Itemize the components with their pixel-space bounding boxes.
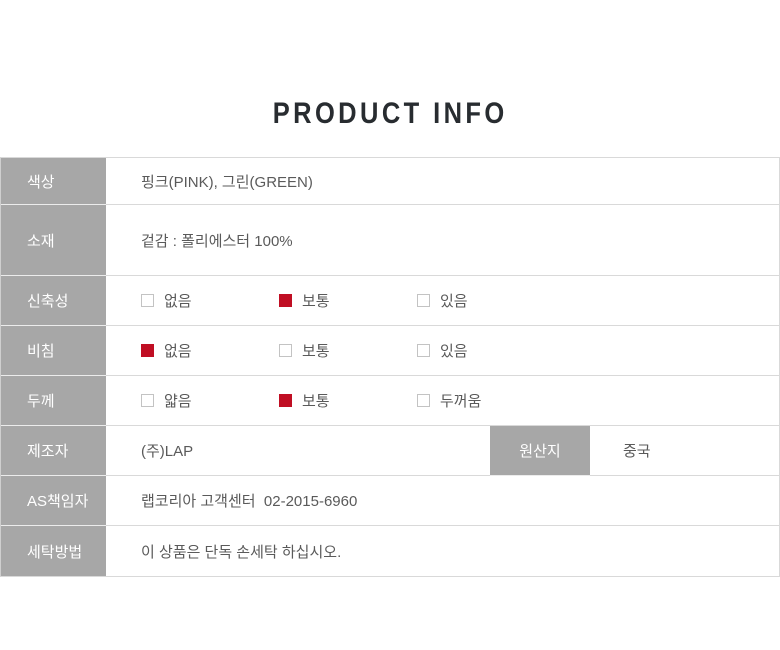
option-thickness-thin: 얇음 [141, 390, 279, 411]
checkbox-icon [141, 294, 154, 307]
table-row-elasticity: 신축성 없음 보통 있음 [1, 276, 779, 326]
option-label: 없음 [164, 343, 192, 360]
row-value-sheerness: 없음 보통 있음 [106, 326, 779, 376]
row-label-origin: 원산지 [490, 426, 590, 476]
row-value-elasticity: 없음 보통 있음 [106, 276, 779, 326]
table-row-thickness: 두께 얇음 보통 두꺼움 [1, 376, 779, 426]
row-label-elasticity: 신축성 [1, 276, 106, 326]
row-label-sheerness: 비침 [1, 326, 106, 376]
option-sheerness-yes: 있음 [417, 340, 468, 361]
option-elasticity-yes: 있음 [417, 290, 468, 311]
option-sheerness-none: 없음 [141, 340, 279, 361]
table-row-material: 소재 겉감 : 폴리에스터 100% [1, 205, 779, 276]
checkbox-icon [417, 344, 430, 357]
checkbox-icon [417, 394, 430, 407]
row-label-as-manager: AS책임자 [1, 476, 106, 526]
table-row-as-manager: AS책임자 랩코리아 고객센터 02-2015-6960 [1, 476, 779, 526]
option-label: 보통 [302, 343, 330, 360]
checkbox-icon [141, 394, 154, 407]
checkbox-icon [279, 394, 292, 407]
option-label: 얇음 [164, 393, 192, 410]
row-value-thickness: 얇음 보통 두꺼움 [106, 376, 779, 426]
row-label-material: 소재 [1, 205, 106, 276]
row-label-thickness: 두께 [1, 376, 106, 426]
row-value-color: 핑크(PINK), 그린(GREEN) [106, 158, 779, 205]
table-row-washing: 세탁방법 이 상품은 단독 손세탁 하십시오. [1, 526, 779, 576]
title-container: PRODUCT INFO [0, 99, 780, 129]
row-label-color: 색상 [1, 158, 106, 205]
option-thickness-normal: 보통 [279, 390, 417, 411]
option-elasticity-normal: 보통 [279, 290, 417, 311]
row-label-manufacturer: 제조자 [1, 426, 106, 476]
table-row-sheerness: 비침 없음 보통 있음 [1, 326, 779, 376]
option-label: 없음 [164, 293, 192, 310]
option-label: 있음 [440, 293, 468, 310]
option-label: 보통 [302, 293, 330, 310]
page-title: PRODUCT INFO [272, 97, 508, 130]
checkbox-icon [141, 344, 154, 357]
table-row-color: 색상 핑크(PINK), 그린(GREEN) [1, 158, 779, 205]
row-value-as-manager: 랩코리아 고객센터 02-2015-6960 [106, 476, 779, 526]
option-thickness-thick: 두꺼움 [417, 390, 481, 411]
checkbox-icon [279, 344, 292, 357]
option-label: 보통 [302, 393, 330, 410]
row-label-washing: 세탁방법 [1, 526, 106, 576]
option-label: 있음 [440, 343, 468, 360]
option-elasticity-none: 없음 [141, 290, 279, 311]
row-value-washing: 이 상품은 단독 손세탁 하십시오. [141, 543, 342, 561]
checkbox-icon [417, 294, 430, 307]
option-sheerness-normal: 보통 [279, 340, 417, 361]
checkbox-icon [279, 294, 292, 307]
table-row-manufacturer: 제조자 (주)LAP 원산지 중국 [1, 426, 779, 476]
option-label: 두꺼움 [440, 393, 482, 410]
row-value-manufacturer: (주)LAP [106, 426, 490, 476]
product-info-table: 색상 핑크(PINK), 그린(GREEN) 소재 겉감 : 폴리에스터 100… [0, 157, 780, 577]
row-value-material: 겉감 : 폴리에스터 100% [106, 205, 779, 276]
row-value-origin: 중국 [590, 426, 779, 476]
